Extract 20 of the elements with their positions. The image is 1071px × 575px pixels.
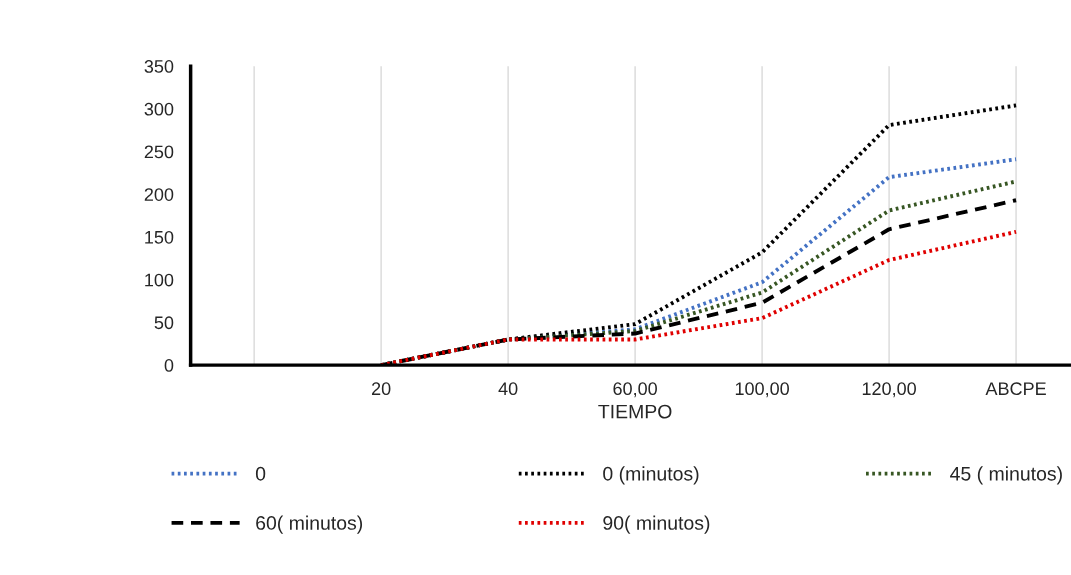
y-tick-label: 200	[144, 188, 174, 201]
x-tick-label: 40	[498, 382, 518, 396]
legend-label: 0	[255, 466, 266, 481]
y-tick-label: 300	[144, 102, 174, 116]
legend-label: 60( minutos)	[256, 515, 363, 534]
x-tick-label: 100,00	[735, 382, 789, 398]
x-tick-label: 20	[371, 382, 391, 396]
legend-label: 45 ( minutos)	[950, 466, 1062, 485]
legend-label: 0 (minutos)	[603, 466, 699, 485]
y-tick-label: 100	[145, 273, 174, 287]
y-tick-label: 350	[144, 60, 174, 73]
x-axis-title: TIEMPO	[598, 404, 672, 419]
x-tick-label: ABCPE	[985, 382, 1046, 396]
y-tick-label: 0	[164, 359, 174, 372]
x-tick-label: 60,00	[613, 382, 657, 398]
y-tick-label: 50	[154, 316, 174, 330]
y-tick-label: 150	[145, 230, 174, 244]
legend-label: 90( minutos)	[603, 515, 710, 534]
y-tick-label: 250	[144, 145, 174, 159]
x-tick-label: 120,00	[862, 382, 916, 398]
